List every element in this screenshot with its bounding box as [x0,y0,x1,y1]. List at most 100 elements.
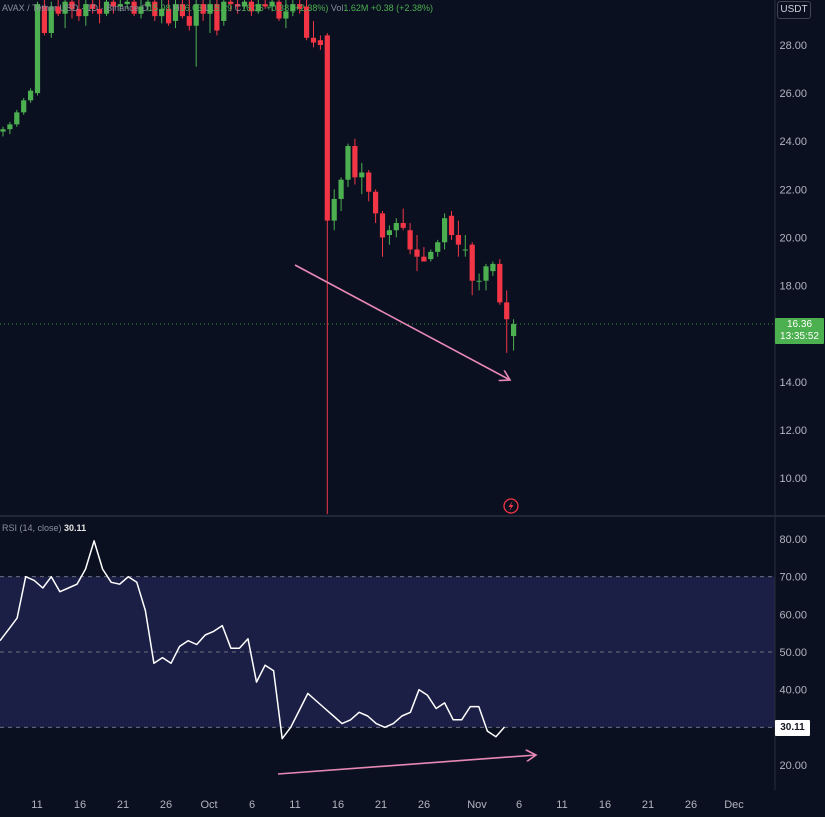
candle-body [366,172,372,192]
exchange-label: Binance [106,3,139,13]
rsi-axis-tick: 70.00 [779,572,807,584]
candle-body [442,218,448,243]
candle-body [235,4,241,7]
candle-body [262,4,268,7]
candle-body [352,146,358,178]
time-axis-tick: 21 [642,799,654,811]
candle-body [193,4,199,26]
candle-body [159,8,165,17]
candle-body [331,198,337,221]
candle-body [228,1,234,5]
time-axis-tick: 11 [556,799,567,811]
candle-body [414,249,420,257]
time-axis-tick: 26 [418,799,430,811]
candle-body [69,1,75,9]
candle-body [166,8,172,24]
ohlc-label: L [202,3,210,13]
candle-body [455,235,461,245]
time-axis-tick: 6 [249,799,255,811]
candle-body [448,215,455,236]
candle-body [200,4,206,14]
candle-body [221,1,227,21]
last-price-badge: 16.36 13:35:52 [775,318,824,344]
candle-body [317,40,323,45]
time-axis-tick: 6 [516,799,522,811]
price-axis-tick: 28.00 [779,40,807,52]
time-axis-tick: 16 [599,799,611,811]
price-axis-tick: 24.00 [779,136,807,148]
symbol-name: AVAX / Tether USD [2,3,79,13]
candle-body [386,230,392,236]
price-axis-tick: 18.00 [779,281,807,293]
price-axis-tick: 12.00 [779,425,807,437]
candle-body [269,1,275,7]
candle-body [0,129,6,132]
volume-value: 1.62M [343,3,369,13]
lightning-bolt-icon[interactable] [503,498,519,514]
ohlc-value: 15.29 [209,3,233,13]
time-axis-tick: 16 [74,799,86,811]
time-axis-tick: 26 [685,799,697,811]
rsi-axis-tick: 80.00 [779,534,807,546]
candle-body [345,146,351,180]
price-axis-tick: 20.00 [779,232,807,244]
interval-label[interactable]: 1D [86,3,99,13]
candle-body [476,280,482,282]
time-axis-tick: 26 [160,799,172,811]
candle-body [310,37,317,43]
rsi-value-badge: 30.11 [775,720,810,736]
candle-body [97,8,103,14]
candle-body [145,1,151,7]
candle-body [124,1,130,5]
currency-selector-button[interactable]: USDT [777,1,811,19]
price-change: +0.38 (+2.38%) [266,3,329,13]
symbol-legend: AVAX / Tether USD · 1D · Binance O15.98 … [2,3,433,13]
candle-body [297,4,303,9]
candle-body [421,256,427,262]
candle-body [490,263,496,272]
rsi-legend-value: 30.11 [64,523,87,533]
time-axis-tick: 21 [117,799,129,811]
ohlc-value: 16.63 [179,3,203,13]
candle-body [379,213,386,238]
candle-body [324,35,330,221]
candle-body [62,1,68,14]
candle-body [504,302,510,320]
ohlc-value: 16.36 [241,3,264,13]
alert-icon-ring [503,498,519,514]
rsi-axis-tick: 60.00 [779,609,807,621]
rsi-legend: RSI (14, close) 30.11 [2,523,86,533]
candle-body [179,4,185,17]
candle-body [28,90,34,101]
time-axis-tick: 11 [31,799,42,811]
candle-body [207,4,213,14]
rsi-trend-arrow [277,755,536,775]
rsi-line [0,540,506,740]
candle-body [400,223,406,228]
candle-body [48,6,54,33]
price-axis-tick: 22.00 [779,184,807,196]
rsi-axis-tick: 20.00 [779,760,807,772]
candle-body [55,6,61,14]
rsi-label: RSI (14, close) [2,523,62,533]
time-axis-tick: Oct [200,799,217,811]
candle-body [214,4,220,31]
candle-body [7,124,13,130]
ohlc-label: H [170,3,180,13]
candle-body [276,1,282,19]
alert-icon-bolt [508,501,514,511]
candle-body [359,172,365,178]
candle-body [248,1,254,12]
candle-body [338,179,344,199]
time-axis-tick: Nov [467,799,487,811]
candle-countdown: 13:35:52 [780,331,819,342]
candle-body [469,244,475,281]
candle-body [110,1,116,7]
candle-body [83,4,89,17]
price-axis-tick: 10.00 [779,473,807,485]
candle-body [117,4,123,7]
candle-body [90,4,96,9]
candle-body [428,251,434,260]
candle-body [483,266,489,281]
